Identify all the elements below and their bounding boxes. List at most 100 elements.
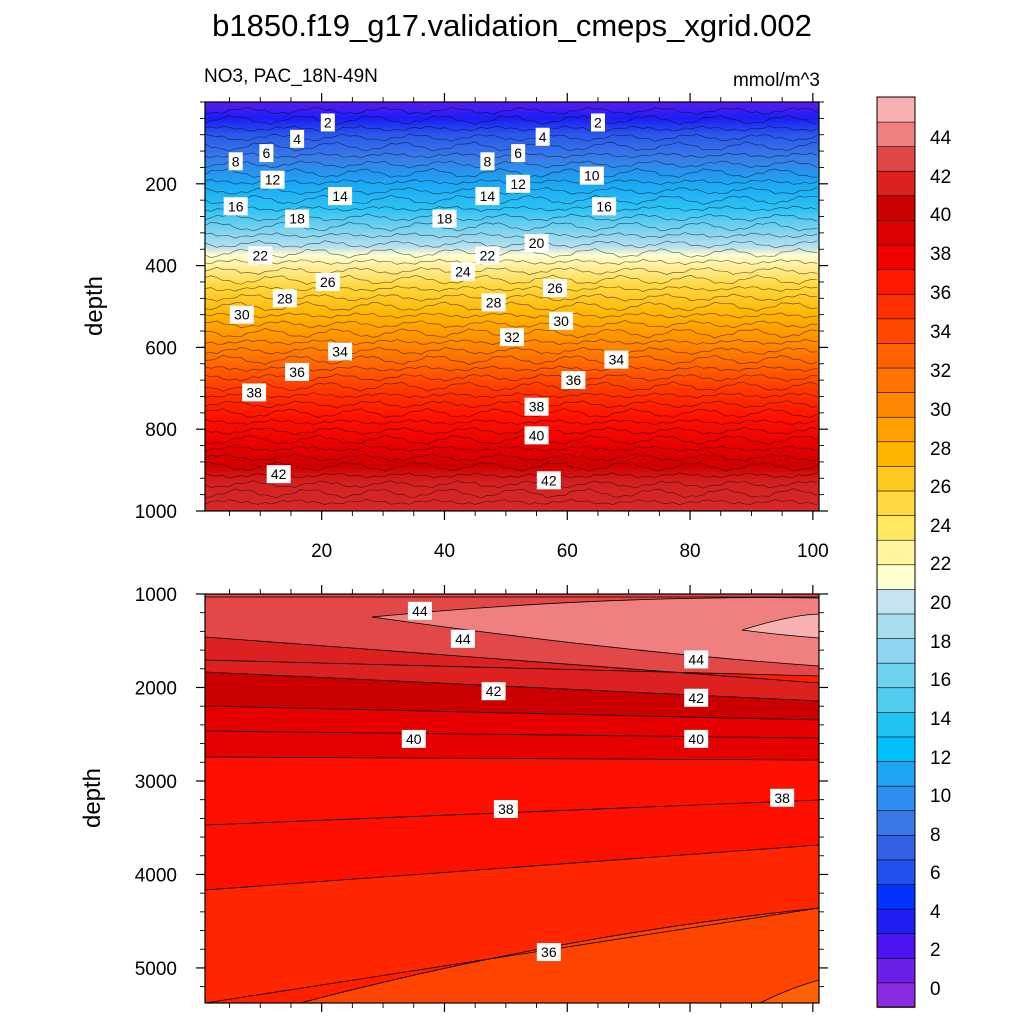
lower-contour-label: 40	[401, 729, 426, 748]
contour-label-bg	[328, 342, 353, 361]
contour-label-text: 8	[232, 153, 240, 169]
contour-label-text: 40	[688, 731, 704, 747]
upper-contour-label: 18	[285, 209, 310, 228]
upper-contour-label: 16	[223, 197, 248, 216]
contour-label-text: 44	[455, 631, 471, 647]
contour-label-text: 36	[566, 372, 582, 388]
lower-ytick-label: 3000	[135, 772, 177, 793]
contour-label-bg	[320, 113, 335, 132]
upper-contour-label: 30	[229, 305, 254, 324]
upper-contour-line	[205, 346, 818, 355]
upper-contour-line	[205, 472, 818, 479]
colorbar-swatch	[876, 342, 916, 369]
contour-label-bg	[432, 209, 457, 228]
upper-contour-label: 12	[506, 174, 531, 193]
colorbar-swatch	[876, 809, 916, 836]
lower-axis-ticks: 1000 2000 3000 4000 5000	[135, 585, 828, 1012]
region-35	[760, 980, 819, 1003]
upper-contour-line	[205, 312, 818, 319]
upper-ytick-label: 600	[145, 338, 177, 359]
colorbar-tick-label: 38	[930, 244, 951, 265]
colorbar-swatch	[876, 785, 916, 812]
colorbar-tick-label: 22	[930, 554, 951, 575]
contour-label-bg	[481, 293, 506, 312]
variable-label: NO3, PAC_18N-49N	[204, 66, 378, 87]
colorbar-swatch	[876, 711, 916, 738]
upper-xtick-label: 100	[797, 541, 829, 562]
contour-label-text: 42	[486, 683, 502, 699]
colorbar-tick-label: 16	[930, 670, 951, 691]
contour-label-text: 38	[529, 399, 545, 415]
colorbar-tick-label: 6	[930, 863, 941, 884]
colorbar-swatch	[876, 563, 916, 590]
colorbar-swatch	[876, 219, 916, 246]
colorbar-tick-label: 28	[930, 439, 951, 460]
contour-label-text: 28	[277, 290, 293, 306]
upper-contour-line	[205, 320, 818, 329]
colorbar-tick-label: 30	[930, 400, 951, 421]
colorbar-swatch	[876, 293, 916, 320]
colorbar-swatch	[876, 268, 916, 295]
colorbar-swatch	[876, 859, 916, 885]
contour-label-bg	[590, 113, 605, 132]
colorbar-swatch	[876, 145, 916, 172]
contour-label-text: 4	[293, 131, 301, 147]
contour-label-bg	[475, 246, 500, 265]
contour-label-bg	[272, 289, 297, 308]
upper-contour-label: 22	[248, 246, 273, 265]
upper-contour-line	[205, 498, 818, 506]
units-label: mmol/m^3	[733, 70, 820, 91]
contour-label-text: 16	[228, 198, 244, 214]
upper-contour-label: 40	[524, 426, 549, 445]
upper-xtick-label: 60	[557, 541, 578, 562]
colorbar-swatch	[876, 736, 916, 762]
colorbar-swatch	[876, 416, 916, 443]
contour-label-bg	[285, 362, 310, 381]
upper-contour-label: 30	[549, 311, 574, 330]
contour-label-bg	[475, 187, 500, 206]
colorbar-swatch	[876, 441, 916, 467]
colorbar-swatch	[876, 195, 916, 221]
contour-label-text: 26	[547, 280, 563, 296]
contour-label-text: 12	[265, 172, 281, 188]
upper-contour-label: 26	[315, 272, 340, 291]
contour-label-bg	[315, 272, 340, 291]
contour-label-text: 44	[412, 603, 428, 619]
colorbar-swatch	[876, 908, 916, 935]
contour-label-bg	[524, 234, 549, 253]
colorbar-swatch	[876, 244, 916, 270]
upper-panel-fill	[205, 102, 819, 511]
upper-contour-label: 28	[272, 289, 297, 308]
upper-contour-line	[205, 419, 818, 426]
upper-contour-line	[205, 266, 818, 276]
contour-label-text: 12	[510, 176, 526, 192]
upper-contour-label: 14	[328, 187, 353, 206]
region-42b	[205, 672, 819, 720]
lower-contour-label: 44	[450, 629, 475, 648]
colorbar-tick-label: 44	[930, 128, 952, 149]
contour-label-bg	[524, 426, 549, 445]
colorbar-tick-label: 4	[930, 902, 941, 923]
colorbar-tick-label: 40	[930, 205, 951, 226]
upper-contour-label: 32	[500, 328, 524, 347]
colorbar-swatch	[876, 637, 916, 664]
contour-label-bg	[506, 174, 531, 193]
upper-contour-line	[205, 381, 818, 392]
contour-label-bg	[285, 209, 310, 228]
contour-label-text: 38	[774, 790, 790, 806]
upper-contour-label: 42	[266, 465, 291, 484]
upper-contour-line	[205, 392, 818, 399]
contour-label-bg	[542, 279, 567, 298]
colorbar-tick-label: 10	[930, 786, 951, 807]
upper-ytick-label: 800	[145, 420, 177, 441]
upper-contour-line	[205, 488, 818, 499]
lower-ytick-label: 5000	[135, 959, 177, 980]
upper-contour-label: 34	[328, 342, 353, 361]
region-38	[205, 757, 819, 890]
contour-label-bg	[480, 152, 495, 171]
contour-label-bg	[536, 943, 561, 962]
colorbar-swatch	[876, 367, 916, 393]
lower-contour-label: 36	[536, 943, 561, 962]
upper-contour-line	[205, 285, 818, 292]
contour-label-bg	[450, 629, 475, 648]
